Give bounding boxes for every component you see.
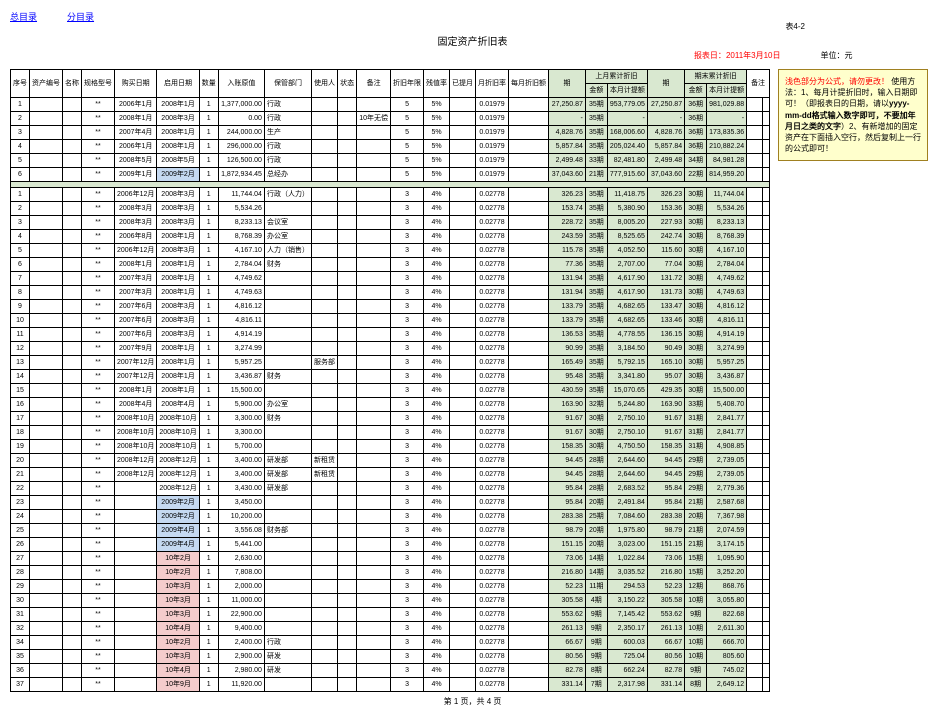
link-contents[interactable]: 总目录: [10, 10, 37, 23]
table-row: 32**10年4月19,400.0034%0.02778261.139期2,35…: [11, 622, 770, 636]
table-row: 19**2008年10月2008年10月15,700.0034%0.027781…: [11, 440, 770, 454]
table-row: 3**2007年4月2008年1月1244,000.00生产55%0.01979…: [11, 126, 770, 140]
footer: 第 1 页，共 4 页: [93, 696, 853, 707]
table-row: 13**2007年12月2008年1月15,957.25服务部34%0.0277…: [11, 356, 770, 370]
table-row: 10**2007年6月2008年3月14,816.1134%0.02778133…: [11, 314, 770, 328]
depreciation-table: 序号 资产编号 名称 规格型号 购买日期 启用日期 数量 入账原值 保管部门 使…: [10, 69, 770, 692]
table-row: 35**10年3月12,900.00研发34%0.0277880.569期725…: [11, 650, 770, 664]
table-row: 9**2007年6月2008年3月14,816.1234%0.02778133.…: [11, 300, 770, 314]
table-row: 4**2006年1月2008年1月1296,000.00行政55%0.01979…: [11, 140, 770, 154]
table-row: 4**2006年8月2008年1月18,768.39办公室34%0.027782…: [11, 230, 770, 244]
note-box: 浅色部分为公式，请勿更改！ 使用方法：1、每月计提折旧时，输入日期即可！（即报表…: [778, 69, 928, 161]
table-row: 37**10年9月111,920.0034%0.02778331.147期2,3…: [11, 678, 770, 692]
table-row: 16**2008年4月2008年4月15,900.00办公室34%0.02778…: [11, 398, 770, 412]
table-row: 1**2006年1月2008年1月11,377,000.00行政55%0.019…: [11, 98, 770, 112]
unit: 单位：元: [821, 50, 853, 61]
table-row: 12**2007年9月2008年1月13,274.9934%0.0277890.…: [11, 342, 770, 356]
table-header: 序号 资产编号 名称 规格型号 购买日期 启用日期 数量 入账原值 保管部门 使…: [11, 70, 770, 98]
table-row: 25**2009年4月13,556.08财务部34%0.0277898.7920…: [11, 524, 770, 538]
table-row: 5**2008年5月2008年5月1126,500.00行政55%0.01979…: [11, 154, 770, 168]
table-row: 24**2009年2月110,200.0034%0.02778283.3825期…: [11, 510, 770, 524]
table-row: 6**2008年1月2008年1月12,784.04财务34%0.0277877…: [11, 258, 770, 272]
table-row: 15**2008年1月2008年1月115,500.0034%0.0277843…: [11, 384, 770, 398]
table-row: 20**2008年12月2008年12月13,400.00研发部新租赁34%0.…: [11, 454, 770, 468]
table-row: 14**2007年12月2008年1月13,436.87财务34%0.02778…: [11, 370, 770, 384]
table-row: 7**2007年3月2008年1月14,749.6234%0.02778131.…: [11, 272, 770, 286]
title: 固定资产折旧表: [93, 33, 853, 48]
header: 表4-2 固定资产折旧表 报表日：2011年3月10日 单位：元: [10, 33, 935, 61]
table-row: 11**2007年6月2008年3月14,914.1934%0.02778136…: [11, 328, 770, 342]
table-row: 30**10年3月111,000.0034%0.02778305.584期3,1…: [11, 594, 770, 608]
table-row: 21**2008年12月2008年12月13,400.00研发部新租赁34%0.…: [11, 468, 770, 482]
table-row: 2**2008年3月2008年3月15,534.2634%0.02778153.…: [11, 202, 770, 216]
table-row: 27**10年2月12,630.0034%0.0277873.0614期1,02…: [11, 552, 770, 566]
table-num: 表4-2: [785, 21, 805, 32]
table-row: 1**2006年12月2008年3月111,744.04行政（人力）34%0.0…: [11, 188, 770, 202]
report-date: 报表日：2011年3月10日: [694, 50, 781, 61]
table-row: 2**2008年1月2008年3月10.00行政10年无偿55%0.01979-…: [11, 112, 770, 126]
table-row: 29**10年3月12,000.0034%0.0277852.2311期294.…: [11, 580, 770, 594]
table-row: 23**2009年2月13,450.0034%0.0277895.8420期2,…: [11, 496, 770, 510]
table-row: 22**2008年12月13,430.00研发部34%0.0277895.842…: [11, 482, 770, 496]
table-row: 8**2007年3月2008年1月14,749.6334%0.02778131.…: [11, 286, 770, 300]
table-row: 26**2009年4月15,441.0034%0.02778151.1520期3…: [11, 538, 770, 552]
table-row: 6**2009年1月2009年2月11,872,934.45总经办55%0.01…: [11, 168, 770, 182]
table-row: 31**10年3月122,900.0034%0.02778553.629期7,1…: [11, 608, 770, 622]
table-row: 36**10年4月12,980.00研发34%0.0277882.788期662…: [11, 664, 770, 678]
table-row: 5**2006年12月2008年3月14,167.10人力（销售）34%0.02…: [11, 244, 770, 258]
table-row: 18**2008年10月2008年10月13,300.0034%0.027789…: [11, 426, 770, 440]
table-row: 34**10年2月12,400.00行政34%0.0277866.679期600…: [11, 636, 770, 650]
table-row: 17**2008年10月2008年10月13,300.00财务34%0.0277…: [11, 412, 770, 426]
table-row: 3**2008年3月2008年3月18,233.13会议室34%0.027782…: [11, 216, 770, 230]
table-row: 28**10年2月17,808.0034%0.02778216.8014期3,0…: [11, 566, 770, 580]
link-sub[interactable]: 分目录: [67, 10, 94, 23]
